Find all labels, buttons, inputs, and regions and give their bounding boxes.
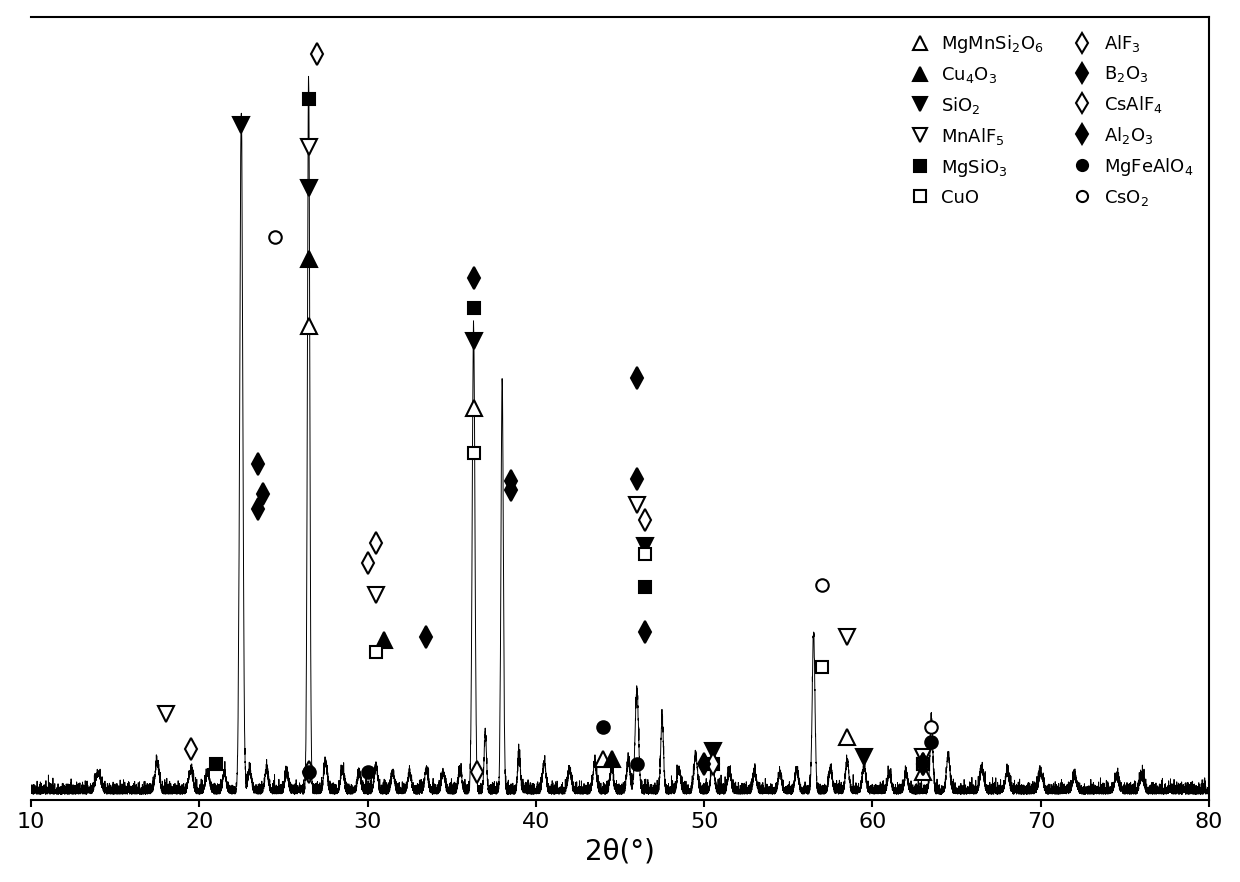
Legend: MgMnSi$_2$O$_6$, Cu$_4$O$_3$, SiO$_2$, MnAlF$_5$, MgSiO$_3$, CuO, AlF$_3$, B$_2$: MgMnSi$_2$O$_6$, Cu$_4$O$_3$, SiO$_2$, M…	[901, 26, 1200, 215]
X-axis label: 2θ(°): 2θ(°)	[585, 837, 655, 865]
